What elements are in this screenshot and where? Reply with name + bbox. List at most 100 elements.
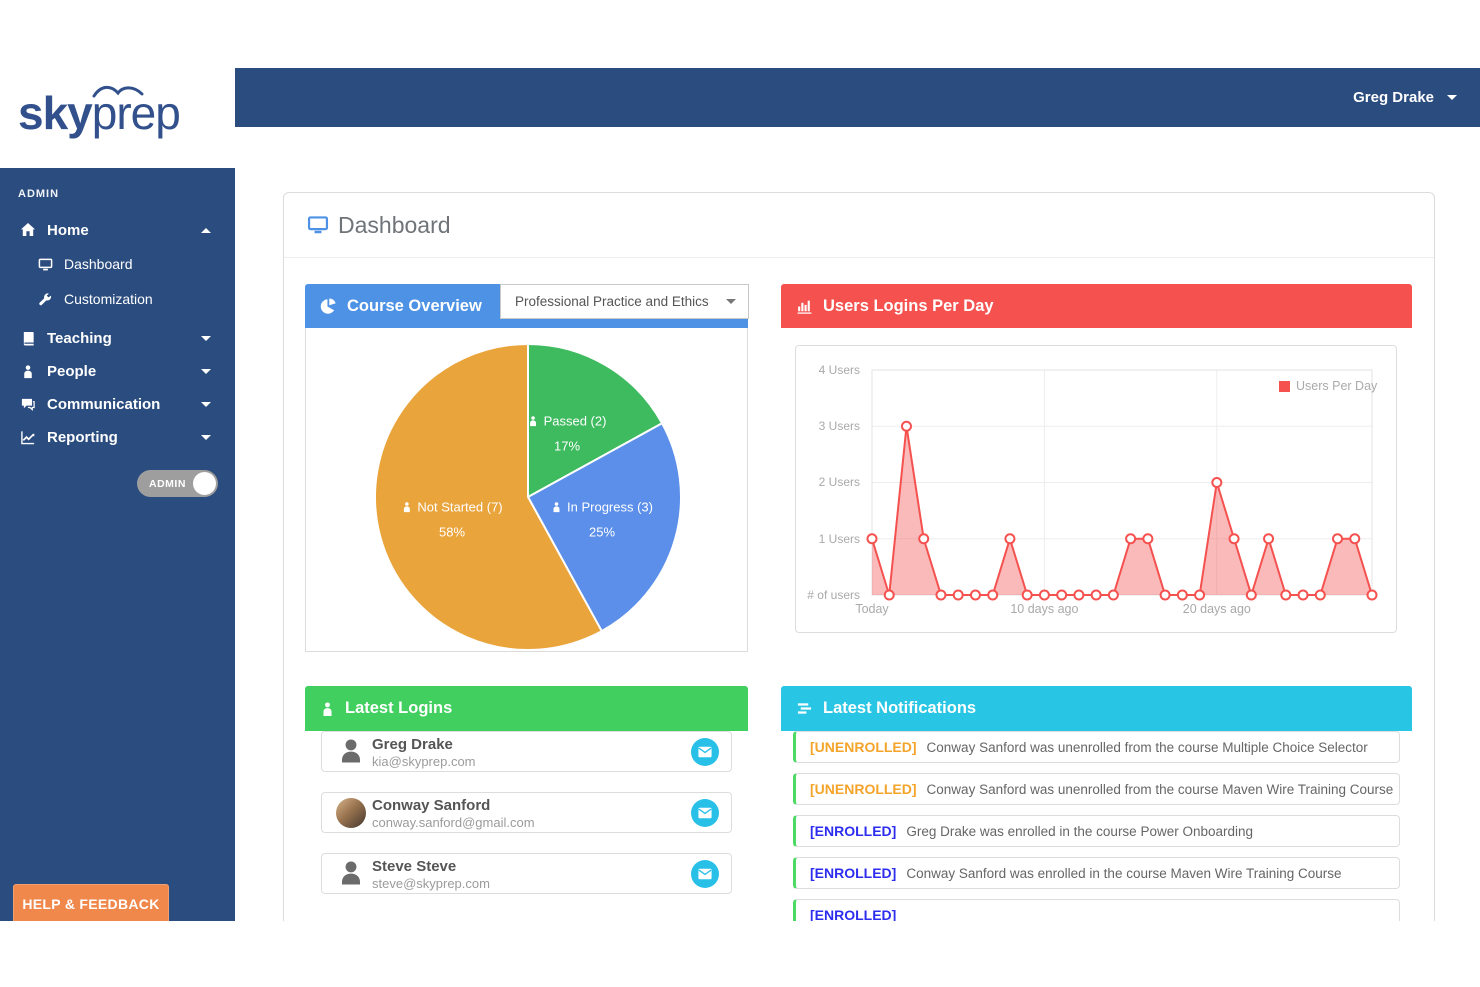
area-chart bbox=[866, 369, 1378, 601]
admin-toggle-label: ADMIN bbox=[149, 478, 186, 490]
login-user-name: Conway Sanford bbox=[372, 797, 491, 814]
y-tick: 3 Users bbox=[818, 419, 860, 433]
bird-icon bbox=[92, 82, 144, 100]
monitor-icon bbox=[306, 214, 330, 236]
notification-tag: [UNENROLLED] bbox=[810, 739, 917, 755]
login-user-email: steve@skyprep.com bbox=[372, 876, 490, 891]
sidebar-section-label: ADMIN bbox=[18, 188, 60, 200]
sidebar-item-label: Home bbox=[47, 221, 89, 239]
notification-tag: [ENROLLED] bbox=[810, 907, 897, 923]
sidebar-item-teaching[interactable]: Teaching bbox=[0, 322, 235, 354]
legend-swatch bbox=[1279, 380, 1290, 392]
user-menu[interactable]: Greg Drake bbox=[1353, 68, 1457, 127]
send-message-button[interactable] bbox=[691, 738, 719, 766]
login-user-email: kia@skyprep.com bbox=[372, 754, 476, 769]
chevron-up-icon bbox=[201, 227, 211, 233]
user-menu-label: Greg Drake bbox=[1353, 89, 1434, 106]
pie-label-passed: Passed (2) bbox=[528, 414, 606, 429]
envelope-icon bbox=[698, 807, 712, 819]
chevron-down-icon bbox=[1447, 95, 1457, 100]
top-navbar: Greg Drake bbox=[235, 68, 1480, 127]
course-selector-dropdown[interactable]: Professional Practice and Ethics bbox=[500, 284, 749, 319]
sidebar-item-people[interactable]: People bbox=[0, 355, 235, 387]
course-overview-header: Course Overview Professional Practice an… bbox=[305, 284, 749, 328]
pie-label-not-started: Not Started (7) bbox=[401, 500, 503, 515]
notification-message: Greg Drake was enrolled in the course Po… bbox=[906, 823, 1254, 839]
login-user-email: conway.sanford@gmail.com bbox=[372, 815, 535, 830]
send-message-button[interactable] bbox=[691, 860, 719, 888]
latest-logins-panel: Latest Logins Greg Drake kia@skyprep.com… bbox=[305, 686, 748, 914]
pie-pct-passed: 17% bbox=[553, 438, 581, 454]
envelope-icon bbox=[698, 746, 712, 758]
pie-pct-not-started: 58% bbox=[438, 524, 466, 540]
latest-logins-header: Latest Logins bbox=[305, 686, 748, 731]
login-user-name: Steve Steve bbox=[372, 858, 457, 875]
notification-item: [UNENROLLED] Conway Sanford was unenroll… bbox=[793, 731, 1400, 763]
sidebar-item-label: Reporting bbox=[47, 428, 118, 446]
pie-label-in-progress: In Progress (3) bbox=[551, 500, 653, 515]
course-overview-title: Course Overview bbox=[347, 296, 482, 315]
user-logins-header: Users Logins Per Day bbox=[781, 284, 1412, 328]
help-feedback-button[interactable]: HELP & FEEDBACK bbox=[13, 884, 169, 924]
sidebar-item-customization[interactable]: Customization bbox=[0, 283, 235, 315]
avatar-photo bbox=[336, 798, 366, 828]
notification-tag: [ENROLLED] bbox=[810, 823, 897, 839]
logo-text-bold: sky bbox=[18, 87, 93, 139]
admin-mode-toggle[interactable]: ADMIN bbox=[137, 470, 218, 497]
dashboard-card-header: Dashboard bbox=[284, 193, 1434, 258]
notification-message: Conway Sanford was unenrolled from the c… bbox=[926, 739, 1368, 755]
toggle-knob bbox=[193, 472, 216, 495]
person-icon bbox=[320, 701, 335, 717]
logins-chart: 4 Users 3 Users 2 Users 1 Users # of use… bbox=[795, 345, 1397, 633]
send-message-button[interactable] bbox=[691, 799, 719, 827]
sidebar-item-dashboard[interactable]: Dashboard bbox=[0, 248, 235, 280]
course-overview-panel: Course Overview Professional Practice an… bbox=[305, 284, 749, 652]
y-tick: 1 Users bbox=[818, 532, 860, 546]
notification-tag: [UNENROLLED] bbox=[810, 781, 917, 797]
course-overview-chart: Passed (2) 17% In Progress (3) 25% Not S… bbox=[305, 328, 748, 652]
monitor-icon bbox=[35, 257, 55, 272]
chevron-down-icon bbox=[726, 299, 736, 304]
chevron-down-icon bbox=[201, 401, 211, 407]
sidebar-item-home[interactable]: Home bbox=[0, 214, 235, 246]
home-icon bbox=[18, 222, 38, 238]
sidebar: ADMIN Home Dashboard Customization Teach… bbox=[0, 168, 235, 928]
avatar-silhouette-icon bbox=[336, 859, 366, 889]
page-title: Dashboard bbox=[338, 211, 451, 238]
sidebar-item-label: Communication bbox=[47, 395, 161, 413]
chevron-down-icon bbox=[201, 368, 211, 374]
notification-message: Conway Sanford was unenrolled from the c… bbox=[926, 781, 1394, 797]
dashboard-card: Dashboard Course Overview Professional P… bbox=[283, 192, 1435, 987]
envelope-icon bbox=[698, 868, 712, 880]
x-tick-10-days: 10 days ago bbox=[1010, 602, 1079, 616]
course-selector-value: Professional Practice and Ethics bbox=[515, 294, 709, 309]
chart-legend: Users Per Day bbox=[1279, 379, 1377, 393]
notification-message: Conway Sanford was enrolled in the cours… bbox=[906, 865, 1342, 881]
login-list-item: Conway Sanford conway.sanford@gmail.com bbox=[321, 792, 732, 833]
y-axis-title: # of users bbox=[807, 588, 860, 602]
pie-pct-in-progress: 25% bbox=[588, 524, 616, 540]
notifications-header: Latest Notifications bbox=[781, 686, 1412, 731]
wrench-icon bbox=[35, 292, 55, 306]
list-icon bbox=[796, 701, 813, 716]
notifications-panel: Latest Notifications [UNENROLLED] Conway… bbox=[781, 686, 1412, 941]
sidebar-item-communication[interactable]: Communication bbox=[0, 388, 235, 420]
login-user-name: Greg Drake bbox=[372, 736, 453, 753]
notification-item: [ENROLLED] Greg Drake was enrolled in th… bbox=[793, 815, 1400, 847]
skyprep-logo[interactable]: skyprep bbox=[18, 86, 181, 140]
help-feedback-label: HELP & FEEDBACK bbox=[22, 896, 160, 912]
chevron-down-icon bbox=[201, 434, 211, 440]
pie-chart bbox=[374, 343, 682, 650]
notification-tag: [ENROLLED] bbox=[810, 865, 897, 881]
sidebar-item-label: People bbox=[47, 362, 97, 380]
chart-line-icon bbox=[18, 430, 38, 445]
y-tick: 4 Users bbox=[818, 363, 860, 377]
sidebar-item-reporting[interactable]: Reporting bbox=[0, 421, 235, 453]
person-icon bbox=[18, 364, 38, 379]
bar-chart-icon bbox=[796, 298, 813, 315]
legend-label: Users Per Day bbox=[1296, 379, 1378, 393]
x-tick-today: Today bbox=[855, 602, 889, 616]
chevron-down-icon bbox=[201, 335, 211, 341]
logo-text-light: prep bbox=[91, 87, 181, 139]
login-list-item: Greg Drake kia@skyprep.com bbox=[321, 731, 732, 772]
